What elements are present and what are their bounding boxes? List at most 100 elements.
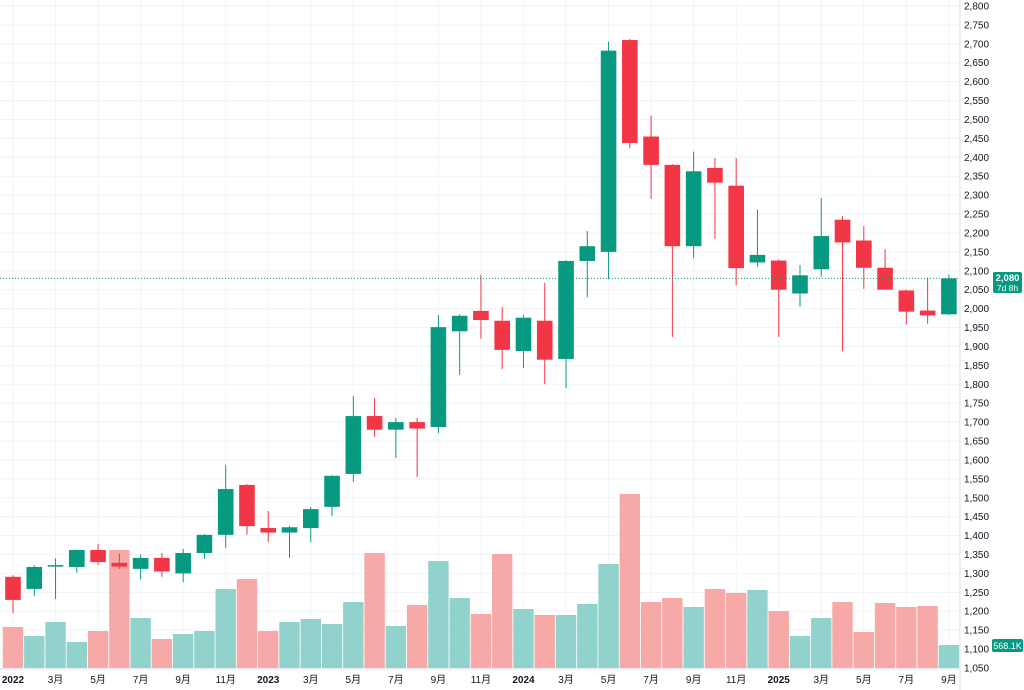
candle-body[interactable] <box>345 416 362 474</box>
candle-body[interactable] <box>515 317 532 351</box>
candle-body[interactable] <box>600 50 617 252</box>
candle-body[interactable] <box>281 527 298 533</box>
candle-body[interactable] <box>707 167 723 183</box>
candle-body[interactable] <box>919 310 936 316</box>
price-tick-label: 1,400 <box>964 531 989 542</box>
last-price-value: 2,080 <box>996 273 1020 284</box>
countdown: 7d 8h <box>997 283 1019 293</box>
volume-bar <box>130 618 151 668</box>
candle-body[interactable] <box>494 320 511 350</box>
volume-bar <box>789 636 811 668</box>
volume-bar <box>640 602 662 668</box>
candle-body[interactable] <box>132 557 149 569</box>
volume-bar <box>874 602 896 668</box>
volume-bar <box>938 645 960 668</box>
time-tick-label: 7月 <box>133 674 149 686</box>
candle-body[interactable] <box>90 549 106 563</box>
price-axis[interactable]: 1,050 1,100 1,150 1,200 1,250 1,300 1,350 1,400… <box>959 0 989 690</box>
price-tick-label: 2,650 <box>964 58 989 69</box>
time-tick-label: 11月 <box>216 674 236 686</box>
price-tick-label: 1,150 <box>964 626 989 637</box>
volume-bar <box>662 598 683 668</box>
price-tick-label: 2,000 <box>964 304 989 315</box>
price-tick-label: 1,500 <box>964 493 989 504</box>
time-tick-label: 7月 <box>643 674 659 686</box>
candle-body[interactable] <box>239 484 255 527</box>
candle-body[interactable] <box>47 565 64 567</box>
volume-bar <box>109 549 130 668</box>
price-tick-label: 2,500 <box>964 115 989 126</box>
candle-body[interactable] <box>451 315 468 332</box>
candle-body[interactable] <box>536 320 553 360</box>
time-tick-label: 2023 <box>257 675 280 686</box>
candle-body[interactable] <box>898 290 915 312</box>
candle-body[interactable] <box>622 40 638 143</box>
candle-body[interactable] <box>579 246 596 261</box>
price-tick-label: 1,700 <box>964 418 989 429</box>
candle-body[interactable] <box>217 489 234 535</box>
price-tick-label: 2,450 <box>964 134 989 145</box>
price-tick-label: 1,100 <box>964 645 989 656</box>
candle-body[interactable] <box>941 278 957 315</box>
volume-bar <box>385 626 407 668</box>
price-tick-label: 2,750 <box>964 20 989 31</box>
price-tick-label: 1,450 <box>964 512 989 523</box>
candle-body[interactable] <box>302 509 319 529</box>
time-tick-label: 5月 <box>90 674 106 686</box>
time-tick-label: 9月 <box>941 674 957 686</box>
candle-body[interactable] <box>834 219 851 243</box>
candle-body[interactable] <box>473 310 489 320</box>
candle-body[interactable] <box>409 422 425 429</box>
price-tick-label: 1,800 <box>964 380 989 391</box>
price-tick-label: 1,650 <box>964 437 989 448</box>
candle-body[interactable] <box>154 557 170 572</box>
time-tick-label: 9月 <box>175 674 191 686</box>
volume-bar <box>194 630 215 668</box>
candle-body[interactable] <box>26 566 43 589</box>
candle-body[interactable] <box>366 416 383 430</box>
candle-body[interactable] <box>643 136 659 165</box>
last-volume-value: 568.1K <box>993 641 1022 651</box>
volume-bar <box>24 636 45 668</box>
price-tick-label: 2,800 <box>964 2 989 13</box>
candle-body[interactable] <box>69 549 85 567</box>
time-tick-label: 5月 <box>856 674 872 686</box>
candle-body[interactable] <box>388 422 404 430</box>
candle-body[interactable] <box>813 235 830 270</box>
time-axis[interactable]: 2022 3月 5月 7月 9月 11月 2023 3月 5月 7月 9月 11月 2024 3月 5月 7月… <box>0 668 960 686</box>
price-tick-label: 1,950 <box>964 323 989 334</box>
candle-body[interactable] <box>175 552 191 574</box>
price-tick-label: 2,250 <box>964 210 989 221</box>
volume-bar <box>172 633 194 668</box>
time-tick-label: 2024 <box>512 675 535 686</box>
candle-body[interactable] <box>792 275 808 294</box>
volume-bar <box>853 632 874 668</box>
candle-body[interactable] <box>856 240 872 268</box>
candle-body[interactable] <box>685 171 702 247</box>
candle-body[interactable] <box>749 254 766 263</box>
time-tick-label: 3月 <box>303 674 319 686</box>
volume-bar <box>300 619 321 668</box>
candle-body[interactable] <box>260 528 277 533</box>
last-volume-label: 568.1K <box>992 639 1023 652</box>
volume-bar <box>215 589 236 668</box>
candle-body[interactable] <box>111 562 128 567</box>
candle-body[interactable] <box>770 260 787 290</box>
candle-body[interactable] <box>728 185 744 269</box>
candle-body[interactable] <box>430 327 447 428</box>
volume-bar <box>449 598 470 668</box>
candle-body[interactable] <box>324 475 340 507</box>
candle-body[interactable] <box>5 576 21 600</box>
volume-bar <box>236 579 258 668</box>
volume-bar <box>66 642 88 668</box>
volume-bar <box>406 605 428 668</box>
volume-bar <box>683 606 704 668</box>
candle-body[interactable] <box>196 534 213 553</box>
price-tick-label: 2,150 <box>964 247 989 258</box>
volume-bar <box>577 603 598 668</box>
volume-bar <box>428 560 449 668</box>
candle-body[interactable] <box>558 260 574 359</box>
candle-body[interactable] <box>664 164 681 247</box>
